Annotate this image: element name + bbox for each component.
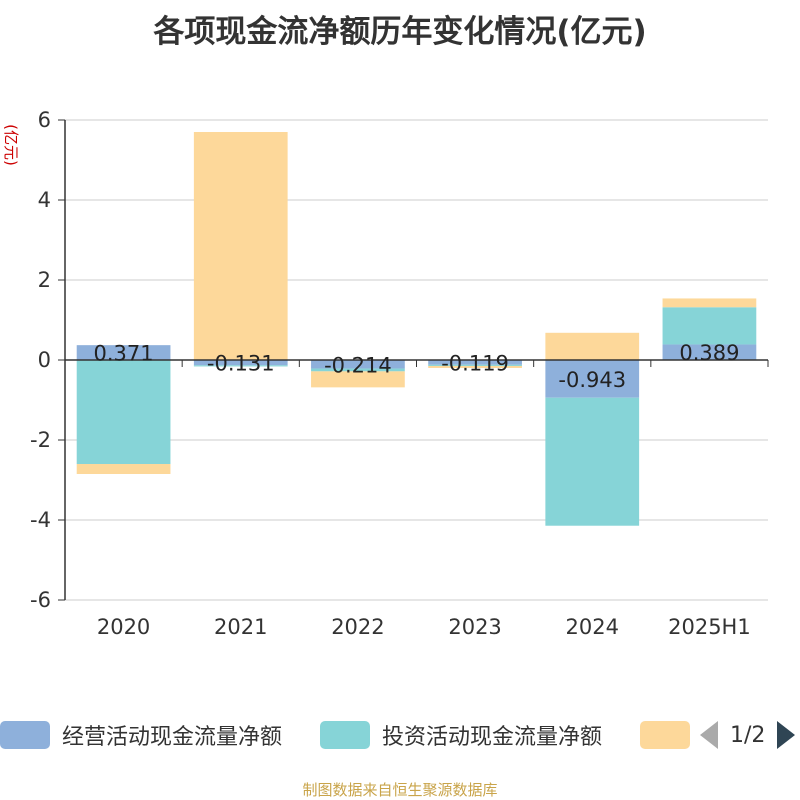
legend-label-investing: 投资活动现金流量净额 [382, 725, 603, 750]
x-tick-label: 2021 [214, 615, 267, 639]
bar-series-0-2021[interactable] [193, 360, 288, 366]
bar-series-0-2023[interactable] [428, 360, 522, 365]
y-tick-label: -6 [30, 588, 51, 612]
bar-series-2-2022[interactable] [311, 371, 405, 388]
data-label: -0.131 [207, 352, 275, 376]
legend-swatch-operating [0, 721, 50, 749]
prev-page-icon[interactable] [700, 721, 718, 749]
x-tick-label: 2025H1 [668, 615, 751, 639]
y-tick-label: 6 [38, 108, 51, 132]
legend: 经营活动现金流量净额 投资活动现金流量净额 1/2 [0, 716, 800, 754]
bar-series-1-2024[interactable] [545, 397, 640, 526]
next-page-icon[interactable] [777, 721, 796, 749]
bar-chart: 6 4 2 0 -2 -4 -6 2020 2021 2022 2023 2024 2025H1 0.3… [2, 108, 769, 639]
y-tick-label: 0 [38, 348, 51, 372]
bar-series-2-2024[interactable] [545, 332, 640, 360]
data-label: -0.214 [324, 353, 392, 377]
x-tick-label: 2024 [566, 615, 619, 639]
legend-swatch-investing [320, 721, 370, 749]
y-tick-label: -4 [30, 508, 51, 532]
axes: 6 4 2 0 -2 -4 -6 2020 2021 2022 2023 2024 2025H1 [30, 108, 769, 639]
bar-series-1-2021[interactable] [193, 365, 288, 367]
source-note: 制图数据来自恒生聚源数据库 [302, 781, 498, 799]
bar-series-2-2025H1[interactable] [662, 298, 757, 308]
bar-series-1-2025H1[interactable] [662, 307, 757, 345]
legend-item-investing[interactable]: 投资活动现金流量净额 [320, 716, 602, 754]
y-tick-label: 4 [38, 188, 51, 212]
legend-item-financing[interactable] [640, 716, 690, 754]
bar-series-0-2025H1[interactable] [662, 344, 757, 360]
x-tick-label: 2020 [97, 615, 150, 639]
data-label: -0.119 [441, 351, 509, 375]
bar-series-0-2022[interactable] [311, 360, 405, 369]
data-labels: 0.371 -0.131 -0.214 -0.119 -0.943 0.389 [94, 341, 740, 392]
bars [76, 132, 757, 526]
legend-label-operating: 经营活动现金流量净额 [62, 725, 283, 750]
bar-series-2-2021[interactable] [193, 132, 288, 360]
chart-title: 各项现金流净额历年变化情况(亿元) [153, 14, 647, 50]
y-tick-label: 2 [38, 268, 51, 292]
bar-series-1-2022[interactable] [311, 368, 405, 372]
bar-series-1-2020[interactable] [76, 360, 171, 464]
y-axis-label: (亿元) [2, 124, 20, 166]
bar-series-0-2020[interactable] [76, 345, 171, 360]
bar-series-1-2023[interactable] [428, 364, 522, 366]
legend-item-operating[interactable]: 经营活动现金流量净额 [0, 716, 282, 754]
grid-lines [65, 119, 768, 601]
legend-page-indicator: 1/2 [730, 722, 766, 748]
bar-series-0-2024[interactable] [545, 360, 640, 398]
data-label: -0.943 [558, 368, 626, 392]
data-label: 0.371 [94, 342, 154, 366]
legend-swatch-financing [640, 721, 690, 749]
legend-pager: 1/2 [700, 716, 796, 754]
y-tick-label: -2 [30, 428, 51, 452]
bar-series-2-2023[interactable] [428, 365, 522, 368]
x-tick-label: 2022 [331, 615, 384, 639]
data-label: 0.389 [679, 341, 739, 365]
x-tick-label: 2023 [448, 615, 501, 639]
bar-series-2-2020[interactable] [76, 464, 171, 474]
